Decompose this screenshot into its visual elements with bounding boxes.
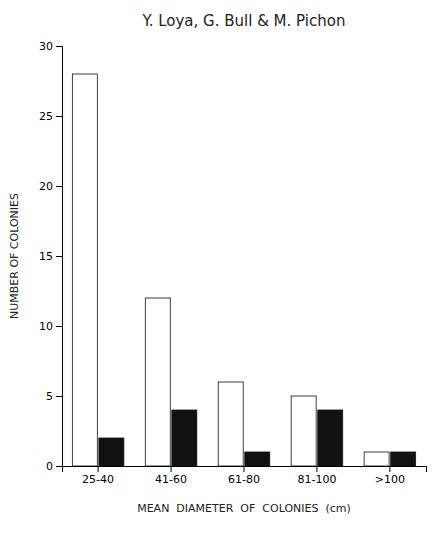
- tick-label: 41-60: [155, 473, 187, 486]
- y-axis-label: NUMBER OF COLONIES: [8, 193, 21, 319]
- tick-mark: [56, 396, 62, 397]
- bar: [318, 410, 343, 466]
- tick-mark: [389, 466, 390, 472]
- tick-mark: [56, 326, 62, 327]
- tick-label: 25: [39, 110, 53, 123]
- tick-mark: [171, 466, 172, 472]
- tick: 10: [39, 320, 62, 333]
- tick-mark: [316, 466, 317, 472]
- tick: 61-80: [228, 466, 260, 486]
- tick: 25-40: [82, 466, 114, 486]
- tick: 5: [46, 390, 62, 403]
- tick: 20: [39, 180, 62, 193]
- bars: [72, 74, 415, 466]
- bar: [291, 396, 316, 466]
- bar: [364, 452, 389, 466]
- tick-label: 15: [39, 250, 53, 263]
- bar: [218, 382, 243, 466]
- tick-mark: [56, 256, 62, 257]
- tick-mark: [244, 466, 245, 472]
- title: Y. Loya, G. Bull & M. Pichon: [142, 12, 346, 30]
- y-axis: 0 5 10 15 20 25 30: [39, 40, 63, 473]
- tick-label: >100: [375, 473, 405, 486]
- tick-mark: [56, 466, 62, 467]
- bar: [245, 452, 270, 466]
- plot: 0 5 10 15 20 25 30 25-40 41-60 61-80 81-100 >100: [39, 40, 427, 486]
- tick-mark: [98, 466, 99, 472]
- tick: >100: [375, 466, 405, 486]
- bar: [391, 452, 416, 466]
- x-axis: 25-40 41-60 61-80 81-100 >100: [63, 466, 427, 486]
- tick-label: 30: [39, 40, 53, 53]
- chart-container: 0 5 10 15 20 25 30 25-40 41-60 61-80 81-100 >100 Y. …: [0, 0, 442, 540]
- bar-series: [72, 74, 389, 466]
- bar: [145, 298, 170, 466]
- tick: 41-60: [155, 466, 187, 486]
- tick-label: 20: [39, 180, 53, 193]
- bar: [72, 74, 97, 466]
- axis-line: [56, 47, 63, 467]
- tick-label: 0: [46, 460, 53, 473]
- tick-mark: [56, 46, 62, 47]
- axis-line: [63, 467, 427, 473]
- tick: 30: [39, 40, 62, 53]
- chart-svg: 0 5 10 15 20 25 30 25-40 41-60 61-80 81-100 >100 Y. …: [0, 0, 442, 540]
- tick: 15: [39, 250, 62, 263]
- bar: [172, 410, 197, 466]
- tick-label: 25-40: [82, 473, 114, 486]
- tick-mark: [56, 116, 62, 117]
- bar-series: [99, 410, 416, 466]
- tick-label: 81-100: [297, 473, 336, 486]
- tick-label: 5: [46, 390, 53, 403]
- tick: 25: [39, 110, 62, 123]
- x-axis-label: MEAN DIAMETER OF COLONIES (cm): [137, 502, 351, 515]
- tick: 0: [46, 460, 62, 473]
- tick-label: 10: [39, 320, 53, 333]
- bar: [99, 438, 124, 466]
- tick-label: 61-80: [228, 473, 260, 486]
- tick-mark: [56, 186, 62, 187]
- tick: 81-100: [297, 466, 336, 486]
